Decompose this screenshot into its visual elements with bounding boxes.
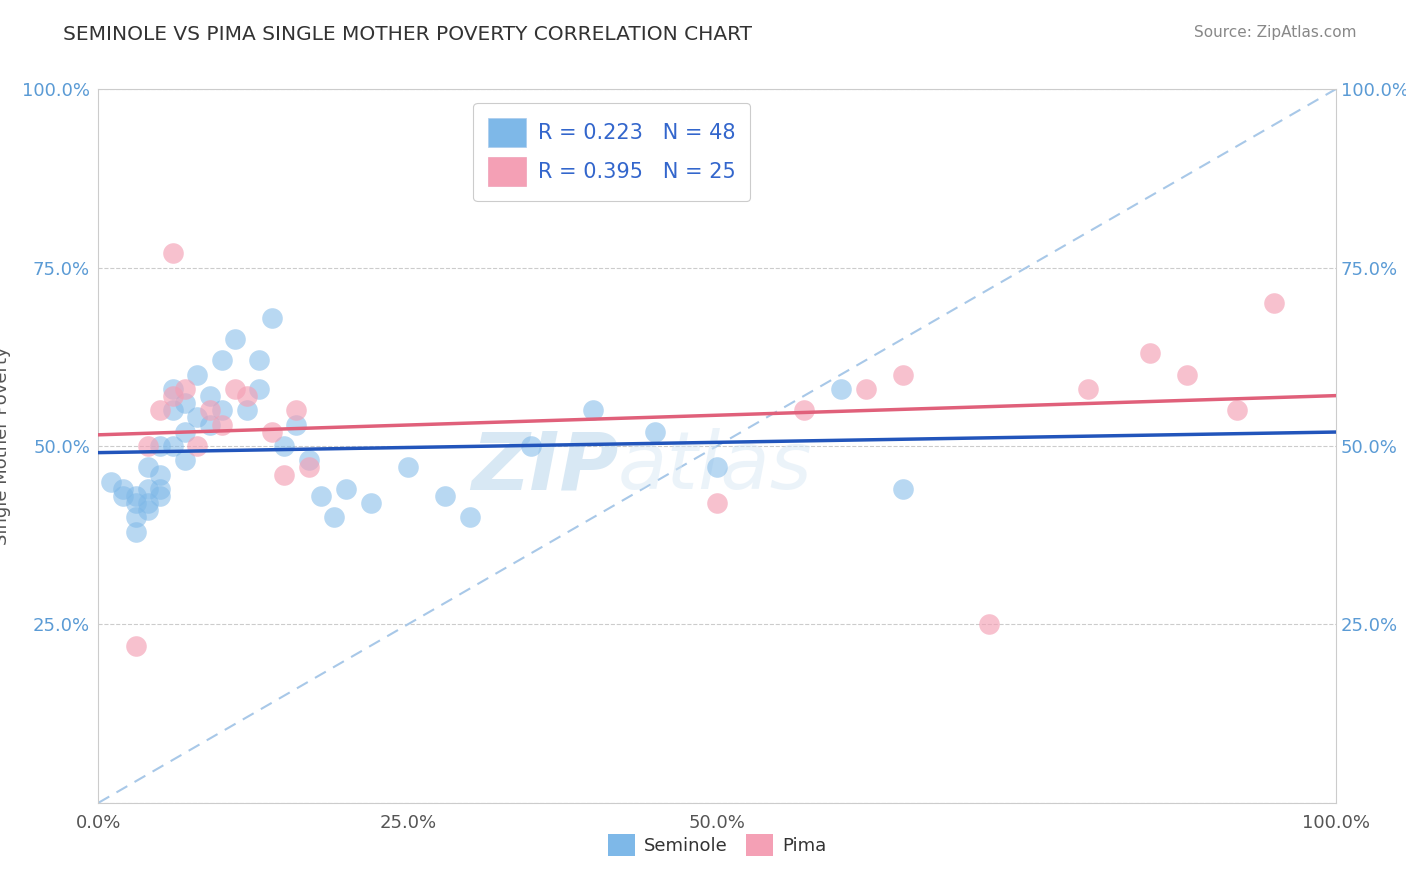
Point	[644, 425, 666, 439]
Text: atlas: atlas	[619, 428, 813, 507]
Point	[198, 403, 221, 417]
Point	[224, 332, 246, 346]
Point	[260, 425, 283, 439]
Point	[162, 389, 184, 403]
Point	[224, 382, 246, 396]
Point	[285, 403, 308, 417]
Point	[149, 489, 172, 503]
Point	[309, 489, 332, 503]
Text: SEMINOLE VS PIMA SINGLE MOTHER POVERTY CORRELATION CHART: SEMINOLE VS PIMA SINGLE MOTHER POVERTY C…	[63, 25, 752, 44]
Point	[100, 475, 122, 489]
Point	[458, 510, 481, 524]
Y-axis label: Single Mother Poverty: Single Mother Poverty	[0, 347, 11, 545]
Point	[211, 353, 233, 368]
Point	[855, 382, 877, 396]
Point	[260, 310, 283, 325]
Point	[830, 382, 852, 396]
Point	[149, 467, 172, 482]
Point	[793, 403, 815, 417]
Point	[706, 496, 728, 510]
Point	[360, 496, 382, 510]
Point	[1139, 346, 1161, 360]
Point	[136, 439, 159, 453]
Point	[520, 439, 543, 453]
Point	[162, 382, 184, 396]
Point	[149, 439, 172, 453]
Point	[1263, 296, 1285, 310]
Point	[136, 460, 159, 475]
Point	[112, 482, 135, 496]
Point	[136, 503, 159, 517]
Point	[174, 453, 197, 467]
Point	[891, 482, 914, 496]
Point	[298, 460, 321, 475]
Point	[1226, 403, 1249, 417]
Point	[174, 425, 197, 439]
Point	[186, 368, 208, 382]
Point	[112, 489, 135, 503]
Point	[174, 382, 197, 396]
Point	[149, 403, 172, 417]
Text: Source: ZipAtlas.com: Source: ZipAtlas.com	[1194, 25, 1357, 40]
Point	[979, 617, 1001, 632]
Point	[335, 482, 357, 496]
Point	[198, 417, 221, 432]
Point	[124, 510, 146, 524]
Point	[136, 496, 159, 510]
Point	[186, 439, 208, 453]
Point	[236, 403, 259, 417]
Point	[149, 482, 172, 496]
Point	[236, 389, 259, 403]
Point	[322, 510, 344, 524]
Point	[891, 368, 914, 382]
Legend: Seminole, Pima: Seminole, Pima	[599, 825, 835, 865]
Point	[136, 482, 159, 496]
Point	[273, 439, 295, 453]
Point	[162, 246, 184, 260]
Point	[186, 410, 208, 425]
Text: ZIP: ZIP	[471, 428, 619, 507]
Point	[706, 460, 728, 475]
Point	[433, 489, 456, 503]
Point	[1175, 368, 1198, 382]
Point	[247, 353, 270, 368]
Point	[124, 639, 146, 653]
Point	[273, 467, 295, 482]
Point	[162, 403, 184, 417]
Point	[1077, 382, 1099, 396]
Point	[396, 460, 419, 475]
Point	[174, 396, 197, 410]
Point	[582, 403, 605, 417]
Point	[211, 417, 233, 432]
Point	[162, 439, 184, 453]
Point	[124, 496, 146, 510]
Point	[124, 524, 146, 539]
Point	[247, 382, 270, 396]
Point	[298, 453, 321, 467]
Point	[124, 489, 146, 503]
Point	[211, 403, 233, 417]
Point	[285, 417, 308, 432]
Point	[198, 389, 221, 403]
